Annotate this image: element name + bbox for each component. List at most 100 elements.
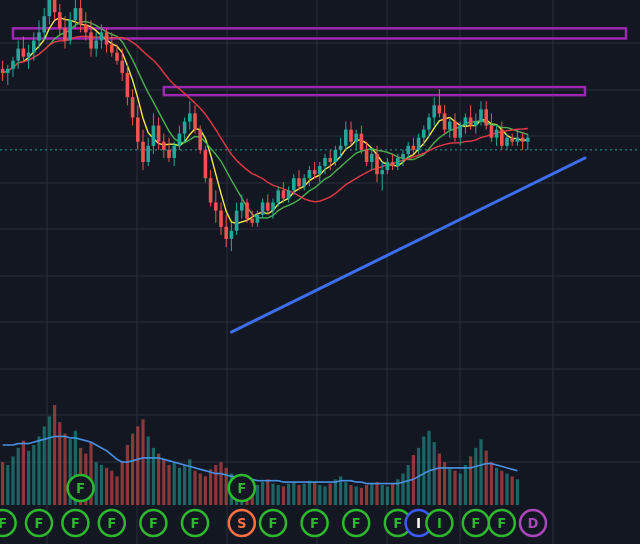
candle-body [286,190,291,199]
volume-bar [105,467,109,505]
event-marker-circle[interactable] [300,508,329,538]
event-marker-label: I [437,517,442,532]
resistance-zones[interactable] [11,27,628,97]
candle-body [370,153,374,162]
event-marker[interactable]: F [258,508,288,538]
trendline[interactable] [229,156,587,334]
candle-body [84,24,88,33]
event-marker-circle[interactable] [0,508,17,538]
event-marker-circle[interactable] [227,473,257,503]
candle-body [136,117,140,142]
candle-body [328,157,332,162]
volume-bar [489,462,493,505]
candle-body [219,210,223,227]
event-marker[interactable]: F [0,508,17,538]
event-marker-label: F [471,517,480,532]
volume-bar [380,485,384,505]
candle-body [115,52,119,61]
volume-bar [47,416,51,505]
event-marker[interactable]: I [425,508,454,538]
candle-body [188,113,192,122]
volume-bar [432,442,436,505]
event-marker-circle[interactable] [24,508,54,538]
event-marker[interactable]: F [61,508,90,538]
event-marker-circle[interactable] [66,473,95,503]
event-marker-label: D [528,517,539,532]
volume-bar [313,482,317,505]
event-marker-label: F [393,517,402,532]
event-marker[interactable]: F [300,508,329,538]
candle-body [432,105,436,118]
event-marker-circle[interactable] [258,508,288,538]
volume-bar [427,430,431,505]
event-marker-circle[interactable] [180,508,210,538]
event-marker-circle[interactable] [139,508,168,538]
volume-bar [125,445,129,505]
volume-bar [359,487,363,505]
candle-body [505,137,509,146]
event-marker-circle[interactable] [227,508,257,538]
volume-bar [172,462,176,505]
candle-body [307,170,312,179]
candle-body [208,178,213,203]
candle-body [292,178,296,191]
candle-body [468,117,473,126]
resistance-zone[interactable] [162,85,587,97]
volume-bar [453,470,457,505]
candle-body [0,68,5,73]
candle-body [333,149,338,162]
event-marker-circle[interactable] [341,508,371,538]
volume-bar [510,476,514,505]
candle-body [396,157,400,167]
event-marker-circle[interactable] [487,508,517,538]
event-marker[interactable]: F [461,508,491,538]
event-marker[interactable]: F [97,508,127,538]
event-marker[interactable]: F [180,508,210,538]
candle-body [338,145,343,150]
event-marker[interactable]: F [24,508,54,538]
candle-body [6,68,10,73]
volume-bar [157,453,161,505]
ma-slow-line [2,35,528,203]
volume-bar [115,476,119,505]
candle-body [141,141,145,162]
volume-bar [193,470,197,505]
event-marker[interactable]: D [518,508,548,538]
event-marker[interactable]: F [66,473,95,503]
candle-body [406,145,410,154]
candle-body [110,44,114,53]
candle-body [385,162,390,171]
volume-bar [328,483,332,505]
event-marker[interactable]: S [227,508,257,538]
event-marker[interactable]: F [341,508,371,538]
event-marker-circle[interactable] [518,508,548,538]
event-marker-circle[interactable] [425,508,454,538]
candle-body [489,125,494,138]
candle-body [89,32,93,49]
volume-bar [146,436,150,505]
volume-bar [307,480,311,505]
candle-body [240,202,244,211]
resistance-zone[interactable] [11,27,628,40]
event-marker[interactable]: F [487,508,517,538]
event-marker-label: S [237,517,246,532]
ma-mid-line [2,20,529,219]
event-marker[interactable]: F [139,508,168,538]
event-marker-circle[interactable] [97,508,127,538]
ascending-trendline[interactable] [229,156,587,334]
volume-bar [292,482,296,505]
event-marker[interactable]: F [227,473,257,503]
event-marker-circle[interactable] [61,508,90,538]
candle-body [494,129,499,138]
event-markers[interactable]: F F F F F F S F F F F I I F F DF F [0,473,548,538]
candle-body [354,133,358,142]
volume-bar [469,456,473,505]
volume-bar [167,465,171,505]
candle-body [349,129,353,142]
volume-bar [302,483,306,505]
volume-bar [224,467,228,505]
candle-body [68,20,72,41]
candle-body [214,202,218,211]
volume-bar [151,447,155,505]
